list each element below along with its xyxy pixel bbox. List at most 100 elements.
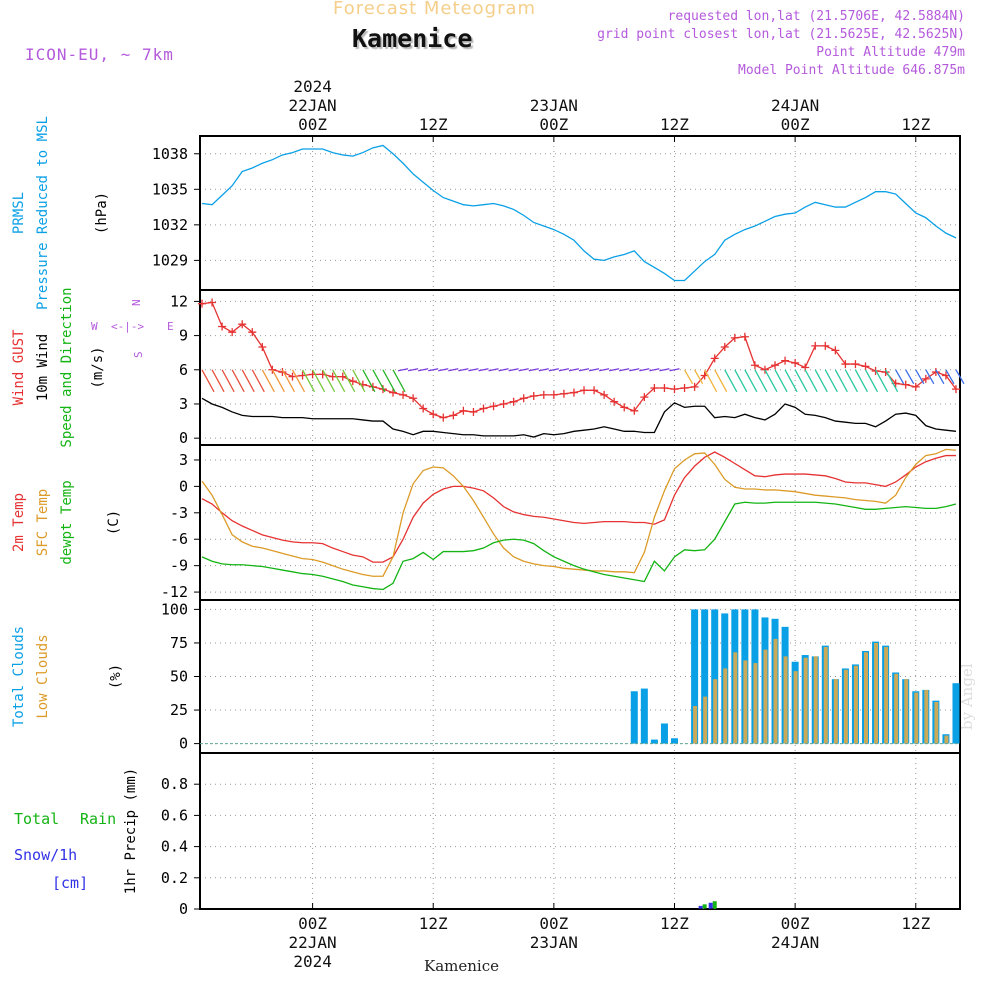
low-cloud-bar (783, 656, 788, 744)
panel-5 (194, 752, 961, 910)
y-tick-label: 0 (179, 477, 188, 495)
total-cloud-bar (650, 739, 658, 744)
gust-marker (951, 385, 960, 394)
y-tick-label: 1032 (152, 216, 188, 234)
low-cloud-bar (803, 657, 808, 744)
precip-bar (708, 902, 713, 909)
wind-arrow (352, 369, 366, 393)
wind-arrow (241, 369, 255, 393)
wind-arrow (291, 369, 306, 393)
wind-arrow (382, 369, 396, 393)
gust-marker (901, 380, 910, 389)
wind-arrow (458, 368, 469, 372)
precip-bar (698, 905, 703, 909)
bottom-time-label: 23JAN (530, 933, 578, 952)
bottom-time-label: 22JAN (289, 933, 337, 952)
y-tick-label: 0 (179, 429, 188, 447)
gust-marker (479, 404, 488, 413)
y-tick-label: -9 (170, 557, 188, 575)
top-time-label: 22JAN (289, 96, 337, 115)
low-cloud-bar (693, 706, 698, 744)
gridpoint-coords: grid point closest lon,lat (21.5625E, 42… (597, 27, 965, 42)
gust-marker (861, 362, 870, 371)
gust-marker (921, 374, 930, 383)
legend-total: Total (14, 810, 59, 828)
wind-arrow (854, 369, 869, 393)
wind-arrow (448, 368, 459, 372)
wind-arrow (301, 369, 316, 393)
y-tick-label: 0 (179, 735, 188, 753)
wind-arrow (362, 369, 376, 393)
gust-marker (680, 384, 689, 393)
wind-arrow (905, 369, 915, 385)
gust-marker (781, 356, 790, 365)
wind-arrow (669, 368, 680, 372)
top-time-label: 12Z (660, 115, 689, 134)
series-line (201, 397, 957, 438)
gust-marker (218, 322, 227, 331)
gust-marker (811, 341, 820, 350)
wind-arrow (734, 369, 748, 393)
wind-arrow (874, 369, 889, 393)
bottom-time-label: 00Z (298, 914, 327, 933)
wind-arrow (639, 368, 650, 372)
y-tick-label: 1035 (152, 180, 188, 198)
gust-marker (710, 354, 719, 363)
gust-marker (429, 410, 438, 419)
panel-4 (194, 599, 961, 754)
wind-arrow (629, 368, 640, 372)
panel-frame (199, 135, 961, 291)
low-cloud-bar (813, 656, 818, 744)
wind-arrow (518, 368, 529, 372)
y-tick-label: 50 (170, 668, 188, 686)
panel-3 (194, 444, 961, 601)
wind-arrow (538, 368, 549, 372)
wind-arrow (814, 369, 828, 393)
gust-marker (841, 360, 850, 369)
low-cloud-bar (753, 663, 758, 744)
gust-marker (449, 411, 458, 420)
total-cloud-bar (670, 738, 678, 744)
gust-marker (730, 333, 739, 342)
gust-marker (198, 299, 207, 308)
wind-arrow (925, 369, 935, 385)
gust-marker (399, 390, 408, 399)
gust-marker (539, 390, 548, 399)
low-cloud-bar (884, 646, 889, 744)
wind-arrow (794, 369, 808, 393)
y-tick-label: 1029 (152, 251, 188, 269)
wind-arrow (488, 368, 499, 372)
y-axis-label: Speed and Direction (59, 287, 75, 447)
gust-marker (409, 394, 418, 403)
y-tick-label: -6 (170, 530, 188, 548)
gust-marker (208, 298, 217, 307)
gust-marker (559, 389, 568, 398)
legend-rain: Rain (80, 810, 116, 828)
gust-marker (851, 360, 860, 369)
bottom-time-label: 2024 (293, 952, 332, 971)
y-axis-label: Pressure Reduced to MSL (35, 116, 51, 310)
y-axis-label: dewpt Temp (59, 480, 75, 564)
gust-marker (750, 361, 759, 370)
wind-arrow (508, 368, 519, 372)
legend-snow: Snow/1h (14, 846, 77, 864)
low-cloud-bar (914, 692, 919, 744)
wind-arrow (744, 369, 758, 393)
series-line (201, 501, 957, 591)
wind-arrow (418, 368, 429, 372)
y-tick-label: 0.4 (161, 838, 188, 856)
low-cloud-bar (864, 652, 869, 744)
model-altitude: Model Point Altitude 646.875m (738, 63, 965, 78)
precip-bar (712, 901, 717, 909)
gust-marker (489, 402, 498, 411)
wind-arrow (251, 369, 265, 393)
gust-marker (760, 365, 769, 374)
gust-marker (600, 390, 609, 399)
y-tick-label: 0.8 (161, 775, 188, 793)
wind-arrow (428, 368, 439, 372)
low-cloud-bar (723, 668, 728, 744)
wind-arrow (619, 368, 630, 372)
wind-arrow (568, 368, 580, 372)
wind-arrow (784, 369, 798, 393)
bottom-time-label: 12Z (901, 914, 930, 933)
